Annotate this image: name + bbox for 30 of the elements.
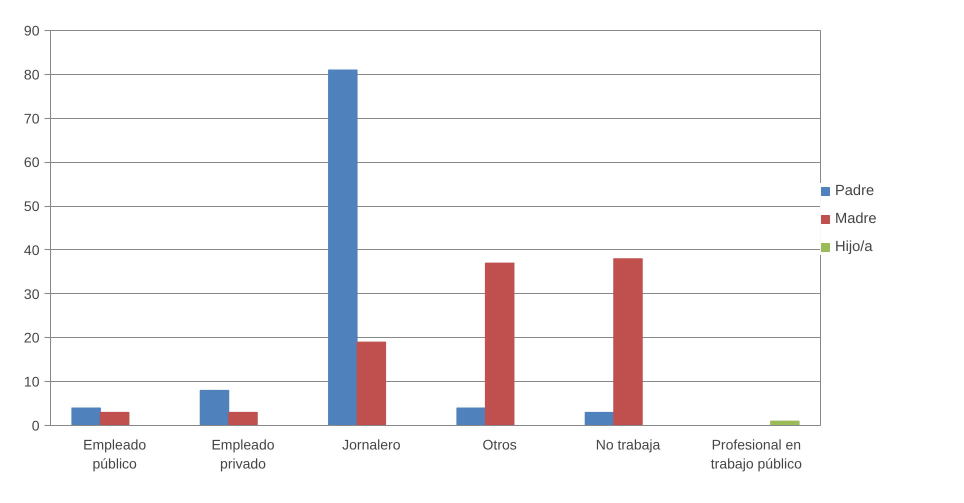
x-tick-label: Jornalero — [342, 436, 401, 452]
x-tick-label: Empleado público — [83, 436, 146, 472]
legend-label: Hijo/a — [835, 239, 872, 255]
x-tick-label: No trabaja — [596, 436, 661, 452]
y-tick-label: 0 — [32, 418, 40, 434]
y-tick-label: 70 — [24, 110, 40, 126]
bar — [228, 412, 258, 426]
bar — [484, 262, 514, 426]
y-tick-label: 50 — [24, 198, 40, 214]
x-tick-label: Empleado privado — [211, 436, 275, 472]
bar — [71, 407, 101, 426]
bar — [100, 412, 130, 426]
x-tick-label: Otros — [482, 436, 517, 452]
bar — [613, 258, 643, 426]
bar — [200, 390, 230, 426]
y-tick-label: 80 — [24, 66, 40, 82]
y-tick-label: 60 — [24, 154, 40, 170]
legend-label: Madre — [835, 211, 877, 227]
legend-label: Padre — [835, 183, 874, 199]
bar — [584, 412, 614, 426]
bar — [328, 70, 358, 426]
y-tick-label: 30 — [24, 286, 40, 302]
bar — [770, 420, 800, 426]
y-tick-label: 90 — [24, 22, 40, 38]
y-tick-label: 40 — [24, 242, 40, 258]
y-tick-label: 10 — [24, 374, 40, 390]
bar — [456, 407, 486, 426]
y-tick-label: 20 — [24, 330, 40, 346]
bar — [356, 342, 386, 426]
x-tick-label: Profesional en trabajo público — [710, 436, 802, 472]
